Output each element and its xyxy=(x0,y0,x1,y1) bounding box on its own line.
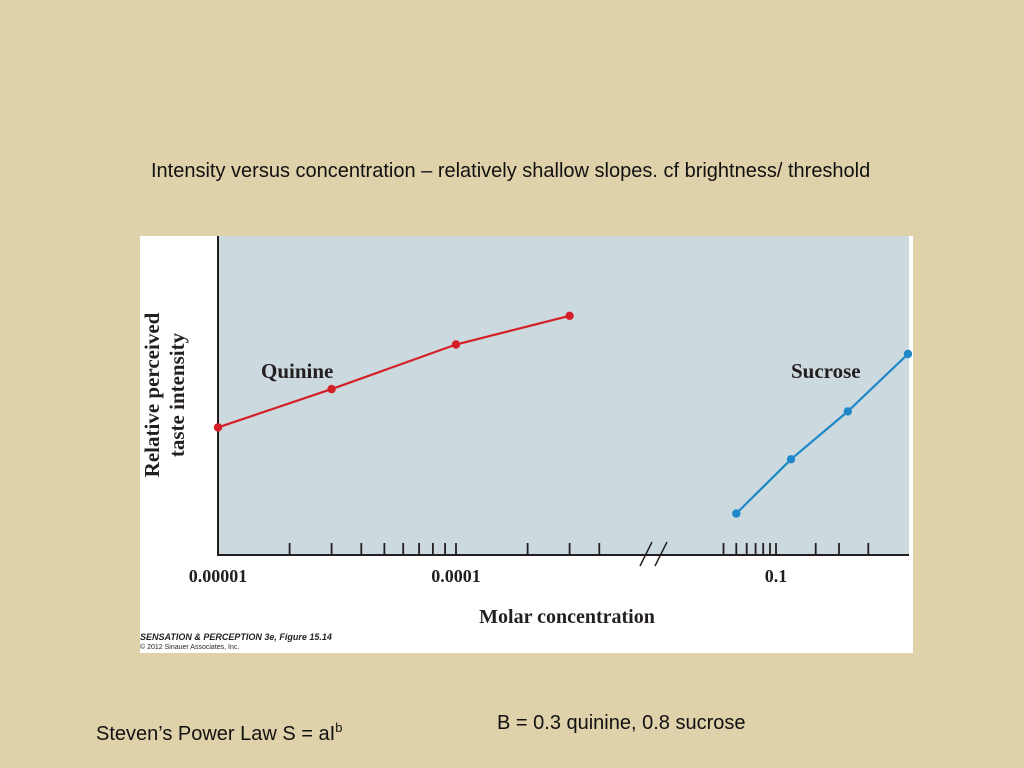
data-point-quinine xyxy=(565,311,574,320)
y-axis-label-line-2: taste intensity xyxy=(165,332,189,457)
chart-figure: 0.00001 0.0001 0.1 Molar concentration R… xyxy=(140,236,913,653)
tick-label-0.00001: 0.00001 xyxy=(189,566,248,586)
data-point-quinine xyxy=(213,423,223,432)
series-label-quinine: Quinine xyxy=(261,359,333,383)
series-line-sucrose xyxy=(735,353,909,515)
axis-break-mark xyxy=(639,541,653,567)
power-law-text: Steven’s Power Law S = aI xyxy=(96,723,336,745)
plot-area xyxy=(218,236,909,555)
axis-break-mark xyxy=(654,541,668,567)
x-axis-label: Molar concentration xyxy=(479,606,655,628)
data-point-sucrose xyxy=(732,509,741,518)
tick-label-0.0001: 0.0001 xyxy=(431,566,481,586)
series-layer xyxy=(213,311,913,518)
series-label-sucrose: Sucrose xyxy=(791,359,861,383)
tick-label-0.1: 0.1 xyxy=(765,566,788,586)
x-ticks xyxy=(288,543,870,555)
data-point-sucrose xyxy=(843,407,852,416)
chart-svg: 0.00001 0.0001 0.1 Molar concentration R… xyxy=(140,236,913,628)
figure-credit-title: SENSATION & PERCEPTION 3e, Figure 15.14 xyxy=(140,632,332,642)
power-law-exponent: b xyxy=(335,720,343,735)
series-line-quinine xyxy=(217,314,570,429)
data-point-sucrose xyxy=(786,455,796,464)
slide-caption: Intensity versus concentration – relativ… xyxy=(151,160,871,182)
figure-credit-copyright: © 2012 Sinauer Associates, Inc. xyxy=(140,644,240,651)
y-axis-label: Relative perceived taste intensity xyxy=(140,312,189,477)
data-point-sucrose xyxy=(903,349,913,359)
power-law-formula: Steven’s Power Law S = aIb xyxy=(96,720,342,746)
exponent-values: B = 0.3 quinine, 0.8 sucrose xyxy=(497,712,746,734)
data-point-quinine xyxy=(327,384,336,394)
y-axis-label-line-1: Relative perceived xyxy=(140,312,164,477)
data-point-quinine xyxy=(451,340,461,349)
